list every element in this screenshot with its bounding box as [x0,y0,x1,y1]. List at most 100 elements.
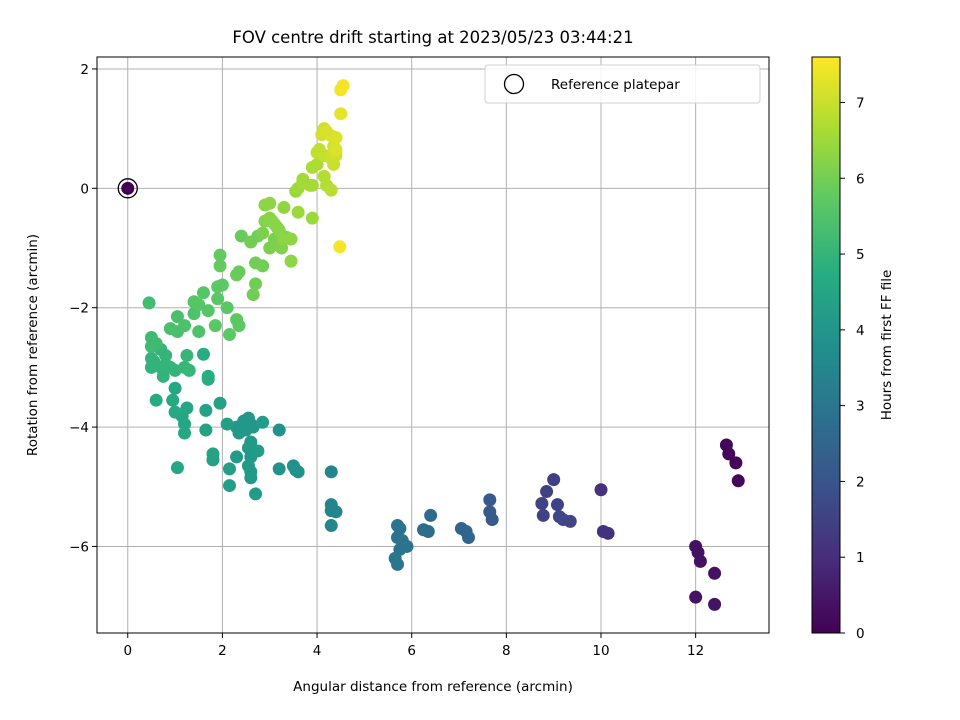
data-point [324,183,338,197]
colorbar: 0 1 2 3 4 5 6 7 Hours from first FF file [811,56,895,642]
data-point [223,462,237,476]
data-point [149,393,163,407]
x-tick-label: 2 [218,643,227,659]
colorbar-ticks: 0 1 2 3 4 5 6 7 [840,95,865,642]
data-point [594,483,608,497]
data-point [305,160,319,174]
data-point [329,505,343,519]
y-tick-label: 2 [80,62,89,78]
colorbar-tick-label: 3 [856,399,865,415]
data-point [540,485,554,499]
data-point [168,405,182,419]
colorbar-frame [811,56,841,634]
data-point [121,181,135,195]
data-point [180,401,194,415]
data-point [601,526,615,540]
data-point [291,205,305,219]
data-point [391,557,405,571]
data-point [289,463,303,477]
x-axis-ticks: 0 2 4 6 8 10 12 [123,633,704,659]
data-point [693,554,707,568]
data-point [213,396,227,410]
data-point [211,292,225,306]
data-point [324,465,338,479]
grid [97,57,769,633]
data-point [223,328,237,342]
data-point [199,403,213,417]
data-point [550,498,564,512]
data-point [563,514,577,528]
data-point [547,473,561,487]
data-point [485,513,499,527]
data-point [708,597,722,611]
legend-box [484,64,761,104]
data-point [178,426,192,440]
data-point [729,456,743,470]
data-point [284,232,298,246]
data-point [213,248,227,262]
chart-title: FOV centre drift starting at 2023/05/23 … [232,28,633,47]
data-point [272,423,286,437]
data-point [201,304,215,318]
data-point [199,423,213,437]
data-point [220,417,234,431]
colorbar-gradient [812,57,840,633]
x-tick-label: 12 [687,643,704,659]
data-point [722,447,736,461]
data-point [196,286,210,300]
data-point [305,211,319,225]
x-axis-label: Angular distance from reference (arcmin) [293,679,573,695]
data-point [182,363,196,377]
data-point [303,178,317,192]
data-point [329,131,343,145]
colorbar-tick-label: 5 [856,247,865,263]
colorbar-tick-label: 7 [856,95,865,111]
data-point [272,462,286,476]
x-tick-label: 10 [592,643,609,659]
data-point [324,519,338,533]
data-point [178,417,192,431]
colorbar-tick-label: 1 [856,550,865,566]
data-point [333,240,347,254]
plot-frame [96,56,770,634]
data-point [168,381,182,395]
data-point [461,530,475,544]
data-point [170,310,184,324]
data-point [232,265,246,279]
data-point [244,471,258,485]
data-point [232,319,246,333]
data-point [249,487,263,501]
data-point [201,372,215,386]
data-point [246,288,260,302]
data-point [215,278,229,292]
data-point [256,259,270,273]
y-axis-label: Rotation from reference (arcmin) [25,234,41,456]
data-point [196,347,210,361]
data-point [180,348,194,362]
data-point [256,226,270,240]
data-point [206,453,220,467]
legend: Reference platepar [484,64,761,104]
data-point [178,319,192,333]
colorbar-tick-label: 0 [856,626,865,642]
data-point [230,450,244,464]
data-point [192,325,206,339]
colorbar-tick-label: 6 [856,171,865,187]
x-tick-label: 0 [123,643,132,659]
data-point [220,301,234,315]
data-point [166,393,180,407]
y-tick-label: −6 [69,539,89,555]
y-tick-label: 0 [80,181,89,197]
x-tick-label: 6 [407,643,416,659]
data-point [251,444,265,458]
y-tick-label: −2 [69,301,89,317]
data-point [421,525,435,539]
x-tick-label: 4 [313,643,322,659]
data-point [149,337,163,351]
data-point [256,415,270,429]
data-point [329,143,343,157]
data-point [424,508,438,522]
data-point [223,479,237,493]
reference-marker [117,178,138,199]
data-point [731,474,745,488]
